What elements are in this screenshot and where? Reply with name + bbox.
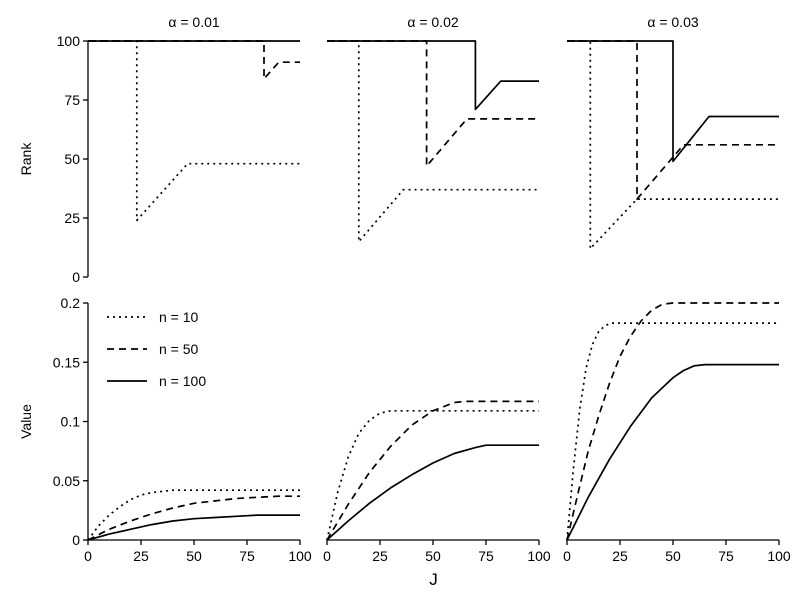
x-tick-label: 25 [372,548,388,564]
x-tick-label: 25 [133,548,149,564]
x-tick-label: 75 [718,548,734,564]
x-tick-label: 0 [563,548,571,564]
series-line-dotted-value-panel-3 [566,322,779,541]
series-line-solid-value-panel-3 [566,363,779,541]
y-tick-label-rank: 0 [72,269,80,285]
x-tick-label: 50 [186,548,202,564]
legend-label-dotted: n = 10 [159,309,199,325]
y-axis-label-value: Value [18,404,34,439]
x-tick-label: 0 [323,548,331,564]
series-line-dotted-value-panel-1 [87,489,300,541]
x-tick-label: 75 [239,548,255,564]
series-line-dashed-value-panel-1 [87,495,300,541]
y-tick-label-value: 0 [72,532,80,548]
series-line-dashed-value-panel-3 [566,302,779,541]
series-line-solid-rank-panel-3 [567,40,779,163]
series-line-dashed-value-panel-2 [326,400,539,541]
series-line-dashed-rank-panel-3 [567,40,779,200]
panel-title-1: α = 0.01 [168,14,220,30]
x-tick-label: 75 [478,548,494,564]
y-tick-label-value: 0.05 [53,473,80,489]
panel-title-2: α = 0.02 [407,14,459,30]
series-line-dotted-rank-panel-1 [88,40,300,222]
legend-label-solid: n = 100 [159,373,206,389]
x-tick-label: 25 [612,548,628,564]
series-line-solid-rank-panel-2 [327,40,539,111]
y-tick-label-rank: 25 [64,210,80,226]
series-line-solid-value-panel-2 [326,444,539,541]
series-line-dotted-rank-panel-2 [327,40,539,243]
legend-label-dashed: n = 50 [159,341,199,357]
x-axis-label: J [429,570,438,589]
y-tick-label-rank: 100 [57,33,81,49]
x-tick-label: 50 [425,548,441,564]
x-tick-label: 100 [767,548,791,564]
y-tick-label-value: 0.1 [61,414,81,430]
series-line-dashed-rank-panel-1 [88,40,300,80]
y-tick-label-value: 0.15 [53,354,80,370]
x-tick-label: 100 [527,548,551,564]
panel-title-3: α = 0.03 [647,14,699,30]
y-tick-label-value: 0.2 [61,295,81,311]
x-tick-label: 0 [84,548,92,564]
series-line-dotted-value-panel-2 [326,409,539,541]
x-tick-label: 50 [665,548,681,564]
y-axis-label-rank: Rank [18,142,34,176]
x-tick-label: 100 [288,548,312,564]
y-tick-label-rank: 50 [64,151,80,167]
series-line-solid-value-panel-1 [87,514,300,541]
y-tick-label-rank: 75 [64,92,80,108]
